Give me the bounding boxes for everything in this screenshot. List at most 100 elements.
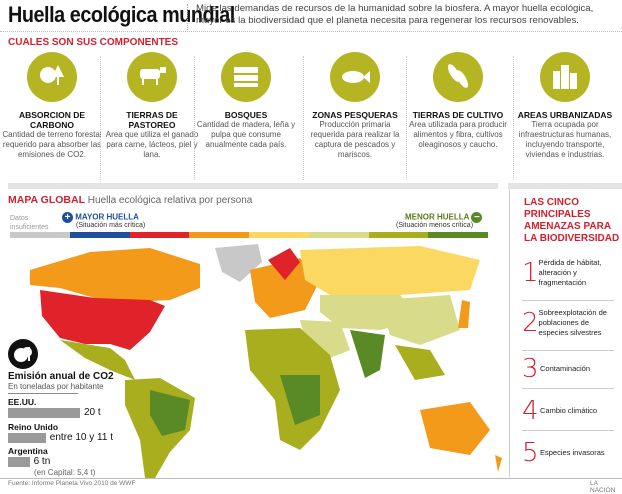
- threat-divider: [522, 388, 614, 389]
- region-mexico-central: [60, 340, 135, 380]
- threat-item: 4 Cambio climático: [522, 396, 614, 426]
- component-text: Area que utiliza el ganado para carne, l…: [105, 130, 199, 159]
- threat-number: 5: [522, 438, 539, 468]
- co2-note: (en Capital: 5,4 t): [34, 468, 96, 477]
- component-title: ABSORCION DE CARBONO: [18, 110, 86, 130]
- co2-value: entre 10 y 11 t: [49, 432, 113, 443]
- component-text: Cantidad de terreno forestal requerido p…: [2, 130, 102, 159]
- section-band: [508, 183, 622, 189]
- component-divider: [303, 56, 304, 180]
- region-canada: [30, 248, 200, 302]
- threat-text: Especies invasoras: [540, 448, 605, 457]
- legend-swatch: [428, 232, 488, 238]
- tree-cloud-icon: [27, 52, 77, 102]
- footer-divider: [0, 478, 622, 479]
- co2-bar: [8, 408, 80, 418]
- threat-divider: [522, 300, 614, 301]
- legend-low-sub: (Situación menos crítica): [396, 222, 474, 229]
- legend-low-label: MENOR HUELLA: [405, 212, 470, 222]
- component-item: TIERRAS DE PASTOREO Area que utiliza el …: [102, 52, 202, 160]
- component-divider: [194, 56, 195, 180]
- region-greenland: [215, 244, 262, 282]
- co2-country: Reino Unido: [8, 422, 59, 432]
- component-text: Area utilizada para producir alimentos y…: [409, 120, 507, 149]
- fish-icon: [330, 52, 380, 102]
- co2-divider: [8, 393, 78, 394]
- region-brazil: [150, 390, 190, 436]
- threat-item: 1 Pérdida de hábitat, alteración y fragme…: [522, 258, 614, 288]
- threats-panel: [509, 189, 622, 477]
- source-note: Fuente: Informe Planeta Vivo 2010 de WWF: [8, 480, 136, 487]
- plus-icon: +: [62, 212, 73, 223]
- component-divider: [513, 56, 514, 180]
- component-title: ZONAS PESQUERAS: [312, 110, 398, 120]
- co2-value: 20 t: [84, 407, 101, 418]
- section-band: [8, 183, 498, 189]
- region-middle-east: [300, 320, 350, 360]
- minus-icon: −: [471, 212, 483, 223]
- brand-label: LA NACION: [590, 480, 616, 494]
- legend-high-sub: (Situación más crítica): [76, 222, 146, 229]
- threat-number: 3: [522, 354, 539, 384]
- world-map: [30, 244, 502, 478]
- page-title: Huella ecológica mundial: [8, 2, 235, 27]
- region-russia: [300, 246, 480, 295]
- threats-title: LAS CINCO PRINCIPALES AMENAZAS PARA LA B…: [524, 197, 620, 244]
- legend-swatch: [10, 232, 70, 238]
- map-title: MAPA GLOBAL Huella ecológica relativa po…: [8, 194, 252, 206]
- component-text: Producción primaria requerida para reali…: [310, 120, 400, 159]
- component-divider: [100, 56, 101, 180]
- threat-divider: [522, 430, 614, 431]
- legend-swatch: [129, 232, 190, 238]
- map-title-label: MAPA GLOBAL: [8, 194, 85, 206]
- components-title: CUALES SON SUS COMPONENTES: [8, 37, 179, 48]
- component-title: AREAS URBANIZADAS: [517, 110, 613, 120]
- legend-low: MENOR HUELLA −: [405, 212, 483, 223]
- legend-swatch: [368, 232, 429, 238]
- wood-logs-icon: [221, 52, 271, 102]
- legend-swatch: [189, 232, 249, 238]
- region-central-africa: [280, 375, 320, 425]
- co2-country: EE.UU.: [8, 397, 37, 407]
- crop-pods-icon: [433, 52, 483, 102]
- region-china: [380, 295, 460, 345]
- region-australia: [420, 402, 490, 455]
- co2-title: Emisión anual de CO2: [8, 371, 114, 382]
- legend-swatch: [249, 232, 309, 238]
- threat-item: 3 Contaminación: [522, 354, 614, 384]
- co2-value: 6 tn: [33, 456, 51, 467]
- legend-high: + MAYOR HUELLA: [62, 212, 139, 223]
- buildings-icon: [540, 52, 590, 102]
- component-text: Tierra ocupada por infraestructuras huma…: [518, 120, 612, 159]
- legend-swatch: [308, 232, 369, 238]
- component-item: BOSQUES Cantidad de madera, leña y pulpa…: [196, 52, 296, 150]
- threat-text: Sobreexplotación de poblaciones de espec…: [538, 308, 607, 337]
- legend-color-scale: [10, 232, 488, 238]
- threat-text: Pérdida de hábitat, alteración y fragmen…: [538, 258, 602, 287]
- co2-country: Argentina: [8, 446, 48, 456]
- threat-number: 4: [522, 396, 539, 426]
- title-divider: [187, 4, 188, 30]
- threat-text: Cambio climático: [540, 406, 598, 415]
- legend-swatch: [69, 232, 130, 238]
- region-southeast-asia: [395, 345, 445, 380]
- legend-high-label: MAYOR HUELLA: [75, 212, 139, 222]
- component-title: TIERRAS DE PASTOREO: [126, 110, 178, 130]
- threat-item: 5 Especies invasoras: [522, 438, 614, 468]
- cow-icon: [127, 52, 177, 102]
- legend-no-data: Datos insuficientes: [10, 215, 49, 231]
- threat-divider: [522, 350, 614, 351]
- component-title: BOSQUES: [224, 110, 268, 120]
- co2-bar: [8, 433, 46, 443]
- threat-number: 1: [522, 258, 539, 288]
- component-item: ABSORCION DE CARBONO Cantidad de terreno…: [2, 52, 102, 160]
- map-subtitle: Huella ecológica relativa por persona: [87, 195, 253, 206]
- component-title: TIERRAS DE CULTIVO: [412, 110, 504, 120]
- component-text: Cantidad de madera, leña y pulpa que con…: [196, 120, 296, 149]
- co2-subtitle: En toneladas por habitante: [8, 382, 104, 391]
- component-item: ZONAS PESQUERAS Producción primaria requ…: [305, 52, 405, 160]
- threat-item: 2 Sobreexplotación de poblaciones de espe…: [522, 308, 614, 338]
- component-divider: [406, 56, 407, 180]
- threat-text: Contaminación: [540, 364, 591, 373]
- threat-number: 2: [522, 308, 539, 338]
